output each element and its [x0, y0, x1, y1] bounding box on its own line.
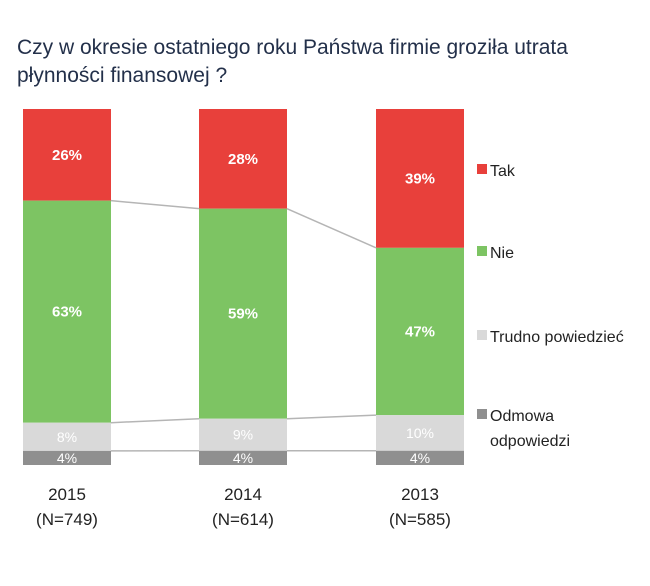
legend-swatch	[477, 409, 487, 419]
data-label: 4%	[410, 450, 430, 466]
legend-swatch	[477, 246, 487, 256]
bar-segment	[376, 415, 464, 451]
data-label: 26%	[52, 147, 82, 164]
data-label: 8%	[57, 429, 77, 445]
data-label: 28%	[228, 151, 258, 168]
bar-segment	[23, 109, 111, 201]
bar-segment	[376, 109, 464, 248]
chart-title: Czy w okresie ostatniego roku Państwa fi…	[17, 36, 568, 87]
bar-segment	[199, 418, 287, 451]
data-label: 39%	[405, 170, 435, 187]
category-label: 2013	[401, 485, 439, 504]
data-label: 10%	[406, 425, 434, 441]
legend-label: Trudno powiedzieć	[490, 329, 624, 346]
category-sublabel: (N=614)	[212, 510, 274, 529]
legend-label: Nie	[490, 245, 514, 262]
category-label: 2014	[224, 485, 262, 504]
bar-segment	[199, 450, 287, 465]
bar-segment	[199, 208, 287, 419]
bar-segment	[23, 450, 111, 465]
bar-segment	[376, 247, 464, 416]
data-label: 4%	[233, 450, 253, 466]
connector-line	[286, 207, 377, 249]
category-label: 2015	[48, 485, 86, 504]
legend-label: Tak	[490, 163, 516, 180]
bar-segment	[199, 109, 287, 209]
bar-segment	[376, 450, 464, 465]
data-label: 59%	[228, 306, 258, 323]
legend-label: Odmowa	[490, 408, 554, 425]
bar-segment	[23, 422, 111, 451]
category-sublabel: (N=585)	[389, 510, 451, 529]
legend-label: odpowiedzi	[490, 433, 570, 450]
data-label: 47%	[405, 324, 435, 341]
data-label: 9%	[233, 427, 253, 443]
data-label: 4%	[57, 450, 77, 466]
connector-line	[110, 199, 200, 210]
connector-line	[286, 414, 377, 420]
connector-line	[110, 417, 200, 424]
bar-segment	[23, 200, 111, 423]
legend-swatch	[477, 164, 487, 174]
data-label: 63%	[52, 304, 82, 321]
category-sublabel: (N=749)	[36, 510, 98, 529]
legend-swatch	[477, 330, 487, 340]
